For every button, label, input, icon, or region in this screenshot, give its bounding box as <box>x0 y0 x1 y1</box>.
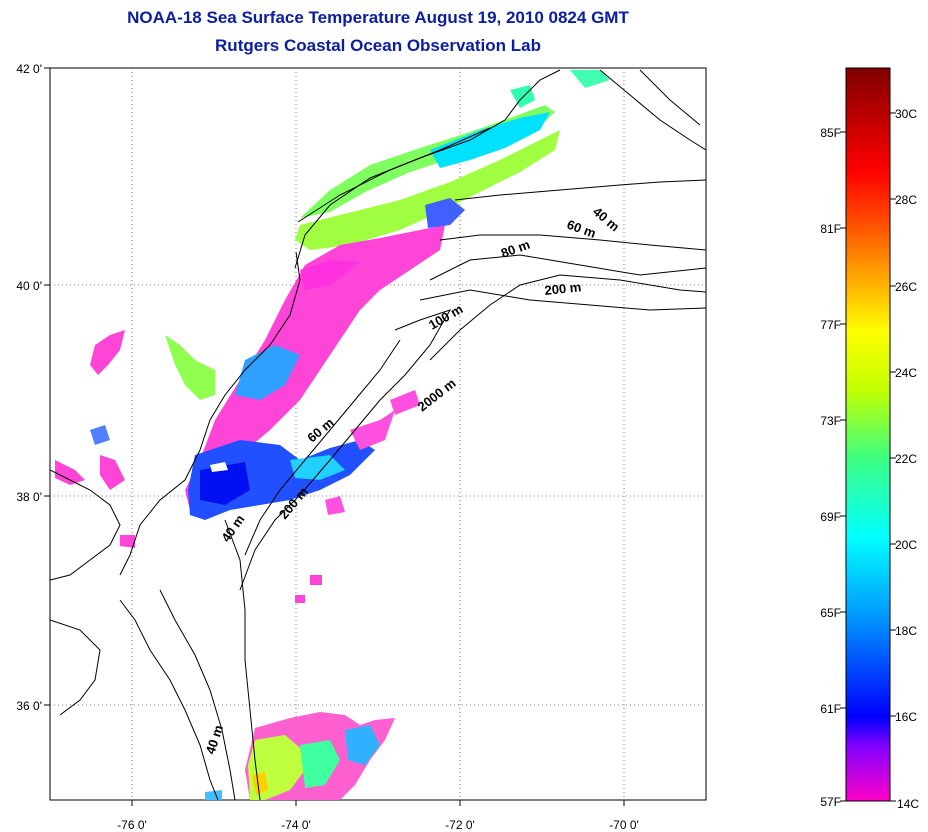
colorbar-f-label: 77F <box>820 318 841 332</box>
colorbar-f-label: 85F <box>820 126 841 140</box>
page-subtitle: Rutgers Coastal Ocean Observation Lab <box>215 36 541 55</box>
colorbar-f-label: 69F <box>820 510 841 524</box>
sst-blue-patch <box>235 345 300 400</box>
colorbar-c-label: 18C <box>895 624 917 638</box>
colorbar <box>845 67 891 802</box>
sst-nj-shelf-cold <box>185 225 445 510</box>
sst-delaware-bay <box>165 335 215 400</box>
lat-tick-label: 40 0' <box>16 279 42 293</box>
lon-tick-label: -70 0' <box>609 818 639 832</box>
colorbar-c-label: 14C <box>897 797 919 811</box>
colorbar-f-label: 57F <box>820 795 841 809</box>
lon-tick-label: -72 0' <box>445 818 475 832</box>
lon-tick-label: -76 0' <box>117 818 147 832</box>
colorbar-c-label: 28C <box>895 193 917 207</box>
bathymetry-contours <box>50 69 706 800</box>
colorbar-c-label: 30C <box>895 107 917 121</box>
colorbar-c-label: 24C <box>895 366 917 380</box>
colorbar-f-label: 73F <box>820 414 841 428</box>
colorbar-c-label: 20C <box>895 538 917 552</box>
lat-tick-label: 36 0' <box>16 699 42 713</box>
lat-tick-label: 42 0' <box>16 62 42 76</box>
page-title: NOAA-18 Sea Surface Temperature August 1… <box>127 8 629 27</box>
colorbar-c-label: 26C <box>895 280 917 294</box>
colorbar-f-label: 65F <box>820 606 841 620</box>
depth-label: 200 m <box>544 279 582 298</box>
colorbar-c-label: 16C <box>895 710 917 724</box>
colorbar-f-label: 81F <box>820 222 841 236</box>
lon-tick-label: -74 0' <box>281 818 311 832</box>
colorbar-c-label: 22C <box>895 452 917 466</box>
lat-tick-label: 38 0' <box>16 490 42 504</box>
sst-long-island-shelf <box>295 130 560 250</box>
sst-cyan-patch <box>430 112 550 168</box>
colorbar-f-label: 61F <box>820 702 841 716</box>
